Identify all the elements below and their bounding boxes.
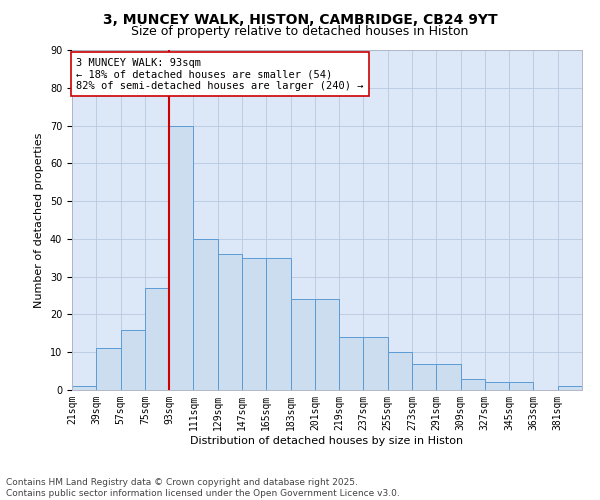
Bar bbox=[266, 258, 290, 390]
Bar bbox=[96, 348, 121, 390]
Bar bbox=[290, 300, 315, 390]
Bar bbox=[412, 364, 436, 390]
Bar bbox=[461, 378, 485, 390]
Bar bbox=[242, 258, 266, 390]
Y-axis label: Number of detached properties: Number of detached properties bbox=[34, 132, 44, 308]
X-axis label: Distribution of detached houses by size in Histon: Distribution of detached houses by size … bbox=[190, 436, 464, 446]
Bar bbox=[388, 352, 412, 390]
Bar bbox=[121, 330, 145, 390]
Text: Size of property relative to detached houses in Histon: Size of property relative to detached ho… bbox=[131, 25, 469, 38]
Bar bbox=[218, 254, 242, 390]
Bar bbox=[509, 382, 533, 390]
Bar bbox=[558, 386, 582, 390]
Bar bbox=[339, 337, 364, 390]
Text: 3 MUNCEY WALK: 93sqm
← 18% of detached houses are smaller (54)
82% of semi-detac: 3 MUNCEY WALK: 93sqm ← 18% of detached h… bbox=[76, 58, 364, 91]
Bar bbox=[485, 382, 509, 390]
Text: 3, MUNCEY WALK, HISTON, CAMBRIDGE, CB24 9YT: 3, MUNCEY WALK, HISTON, CAMBRIDGE, CB24 … bbox=[103, 12, 497, 26]
Bar bbox=[72, 386, 96, 390]
Bar bbox=[145, 288, 169, 390]
Bar bbox=[364, 337, 388, 390]
Bar bbox=[193, 239, 218, 390]
Bar bbox=[169, 126, 193, 390]
Text: Contains HM Land Registry data © Crown copyright and database right 2025.
Contai: Contains HM Land Registry data © Crown c… bbox=[6, 478, 400, 498]
Bar bbox=[436, 364, 461, 390]
Bar bbox=[315, 300, 339, 390]
